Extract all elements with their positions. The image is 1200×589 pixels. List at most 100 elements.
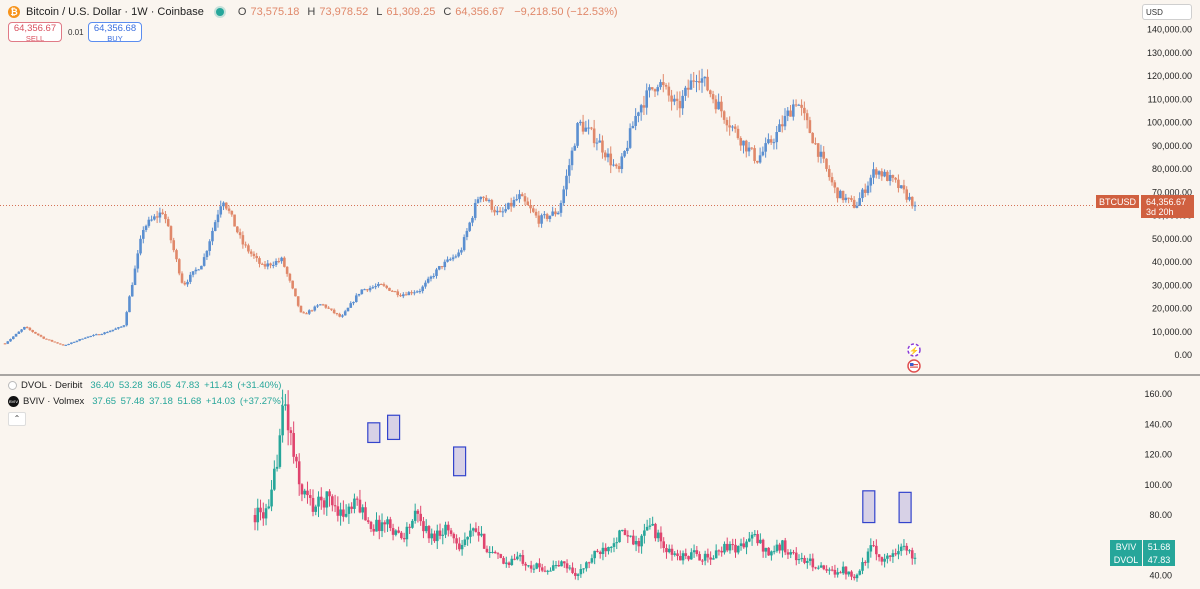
vol-candle: [629, 535, 632, 537]
price-tick-label: 90,000.00: [1152, 141, 1192, 151]
price-candle: [53, 341, 57, 343]
vol-candle: [687, 556, 690, 560]
indicator-values: 36.40 53.28 36.05 47.83 +11.43 (+31.40%): [90, 379, 282, 391]
price-candle: [415, 291, 419, 293]
vol-candle: [518, 555, 522, 557]
price-candle: [592, 128, 596, 144]
price-candle: [863, 189, 867, 193]
vol-candle: [645, 526, 649, 531]
collapse-chevron-icon[interactable]: ⌃: [8, 412, 26, 426]
price-candle: [789, 110, 792, 117]
price-candle: [294, 288, 297, 297]
vol-candle: [817, 567, 820, 569]
vol-candle: [516, 556, 519, 560]
vol-candle: [690, 552, 693, 560]
vol-candle: [422, 521, 425, 532]
vol-candle: [256, 507, 260, 523]
price-candle: [850, 198, 853, 200]
price-candle: [529, 205, 532, 209]
vol-candle: [551, 565, 555, 571]
lightning-event-icon[interactable]: [907, 343, 921, 357]
price-tick-label: 110,000.00: [1148, 94, 1192, 104]
vol-candle: [317, 496, 320, 507]
price-candle: [496, 210, 499, 213]
vol-candle: [775, 544, 779, 552]
price-candle: [872, 169, 875, 178]
currency-select[interactable]: USD: [1142, 4, 1192, 20]
price-candle: [374, 286, 377, 288]
vol-candle: [825, 569, 828, 571]
vol-candle: [292, 432, 295, 457]
events-marker[interactable]: ⚡: [907, 343, 921, 373]
price-candle: [620, 156, 624, 169]
price-candle: [67, 343, 70, 345]
price-candle: [642, 105, 646, 108]
vol-candle: [540, 567, 544, 571]
price-tick-label: 30,000.00: [1152, 280, 1192, 290]
price-candle: [14, 333, 18, 337]
vol-candle: [582, 568, 585, 570]
price-candle: [648, 87, 651, 91]
low-value: 61,309.25: [386, 6, 436, 18]
price-candle: [128, 296, 131, 313]
price-candle: [150, 219, 153, 221]
vol-spike-highlight[interactable]: [898, 491, 912, 524]
vol-candle: [458, 543, 461, 550]
indicator-legend-bviv[interactable]: BVIV BVIV · Volmex 37.65 57.48 37.18 51.…: [8, 394, 284, 408]
vol-candle: [493, 551, 497, 554]
price-candle: [34, 331, 37, 334]
vol-candle: [275, 466, 279, 469]
price-candle: [653, 89, 657, 92]
price-candle: [103, 332, 106, 335]
vol-spike-highlight[interactable]: [387, 414, 401, 441]
vol-candle: [485, 548, 489, 553]
price-candle: [794, 104, 798, 106]
vol-candle: [836, 572, 839, 575]
low-label: L: [376, 6, 383, 18]
vol-candle: [469, 530, 472, 537]
price-candle: [628, 128, 632, 148]
volmex-icon: BVIV: [8, 395, 19, 407]
vol-spike-highlight[interactable]: [453, 446, 467, 477]
price-candle: [86, 336, 90, 338]
vol-candle: [866, 551, 870, 563]
sell-button[interactable]: 64,356.67 SELL: [8, 22, 62, 43]
price-candle: [354, 295, 358, 303]
price-candle: [844, 197, 848, 201]
vol-candle: [808, 558, 812, 562]
price-candle: [440, 266, 444, 268]
vol-spike-highlight[interactable]: [862, 490, 876, 524]
price-candle: [61, 344, 65, 346]
price-candle: [780, 124, 784, 127]
price-candle: [758, 155, 762, 163]
price-candle: [905, 189, 909, 200]
price-candle: [548, 215, 552, 219]
price-candle: [349, 303, 353, 308]
price-candle: [443, 261, 447, 268]
price-candle: [418, 291, 422, 293]
price-candle: [509, 202, 513, 207]
vol-candle: [720, 550, 723, 553]
vol-candle: [339, 509, 342, 516]
flag-stripe: [910, 364, 918, 366]
indicator-legend-dvol[interactable]: DVOL · Deribit 36.40 53.28 36.05 47.83 +…: [8, 378, 281, 392]
price-candle: [50, 340, 54, 342]
us-economic-event-icon[interactable]: [907, 359, 921, 373]
bitcoin-icon: ₿: [8, 6, 20, 18]
vol-candle: [366, 520, 370, 522]
price-candle: [742, 140, 745, 146]
vol-tick-label: 100.00: [1144, 480, 1172, 490]
symbol-title[interactable]: Bitcoin / U.S. Dollar · 1W · Coinbase: [26, 6, 204, 18]
price-candle: [827, 168, 831, 178]
vol-candle: [471, 528, 475, 531]
vol-spike-highlight[interactable]: [367, 422, 381, 444]
vol-candle: [861, 562, 864, 571]
price-tick-label: 50,000.00: [1152, 234, 1192, 244]
vol-candle: [336, 506, 340, 516]
price-candle: [728, 125, 731, 128]
buy-button[interactable]: 64,356.68 BUY: [88, 22, 142, 43]
vol-candle: [858, 570, 862, 575]
vol-candle: [574, 572, 577, 576]
vol-candle: [623, 529, 627, 536]
